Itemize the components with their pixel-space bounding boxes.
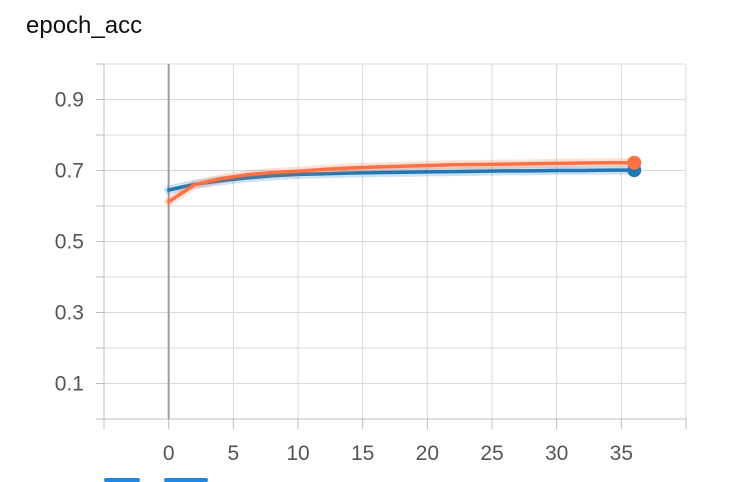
x-tick-label: 30 — [545, 442, 568, 465]
x-tick-label: 10 — [286, 442, 309, 465]
y-tick-label: 0.3 — [55, 302, 84, 325]
series-layer — [164, 155, 642, 207]
x-tick-label: 35 — [610, 442, 633, 465]
series-1-endpoint — [627, 155, 642, 170]
legend-swatch[interactable] — [104, 478, 140, 482]
tick-labels: 0.1 0.3 0.5 0.7 0.9 0 5 10 15 20 25 30 35 — [55, 89, 633, 466]
y-tick-label: 0.5 — [55, 231, 84, 254]
x-tick-label: 25 — [480, 442, 503, 465]
x-tick-label: 15 — [351, 442, 374, 465]
y-tick-label: 0.9 — [55, 89, 84, 112]
y-tick-label: 0.1 — [55, 373, 84, 396]
y-tick-label: 0.7 — [55, 160, 84, 183]
x-tick-label: 5 — [227, 442, 239, 465]
legend — [104, 478, 304, 482]
x-tick-label: 20 — [416, 442, 439, 465]
series-1-line — [166, 160, 637, 204]
grid — [103, 63, 687, 420]
legend-swatch[interactable] — [164, 478, 208, 482]
chart-title: epoch_acc — [26, 12, 143, 39]
series-0-line — [166, 168, 637, 192]
x-tick-label: 0 — [163, 442, 175, 465]
axes — [96, 63, 687, 429]
